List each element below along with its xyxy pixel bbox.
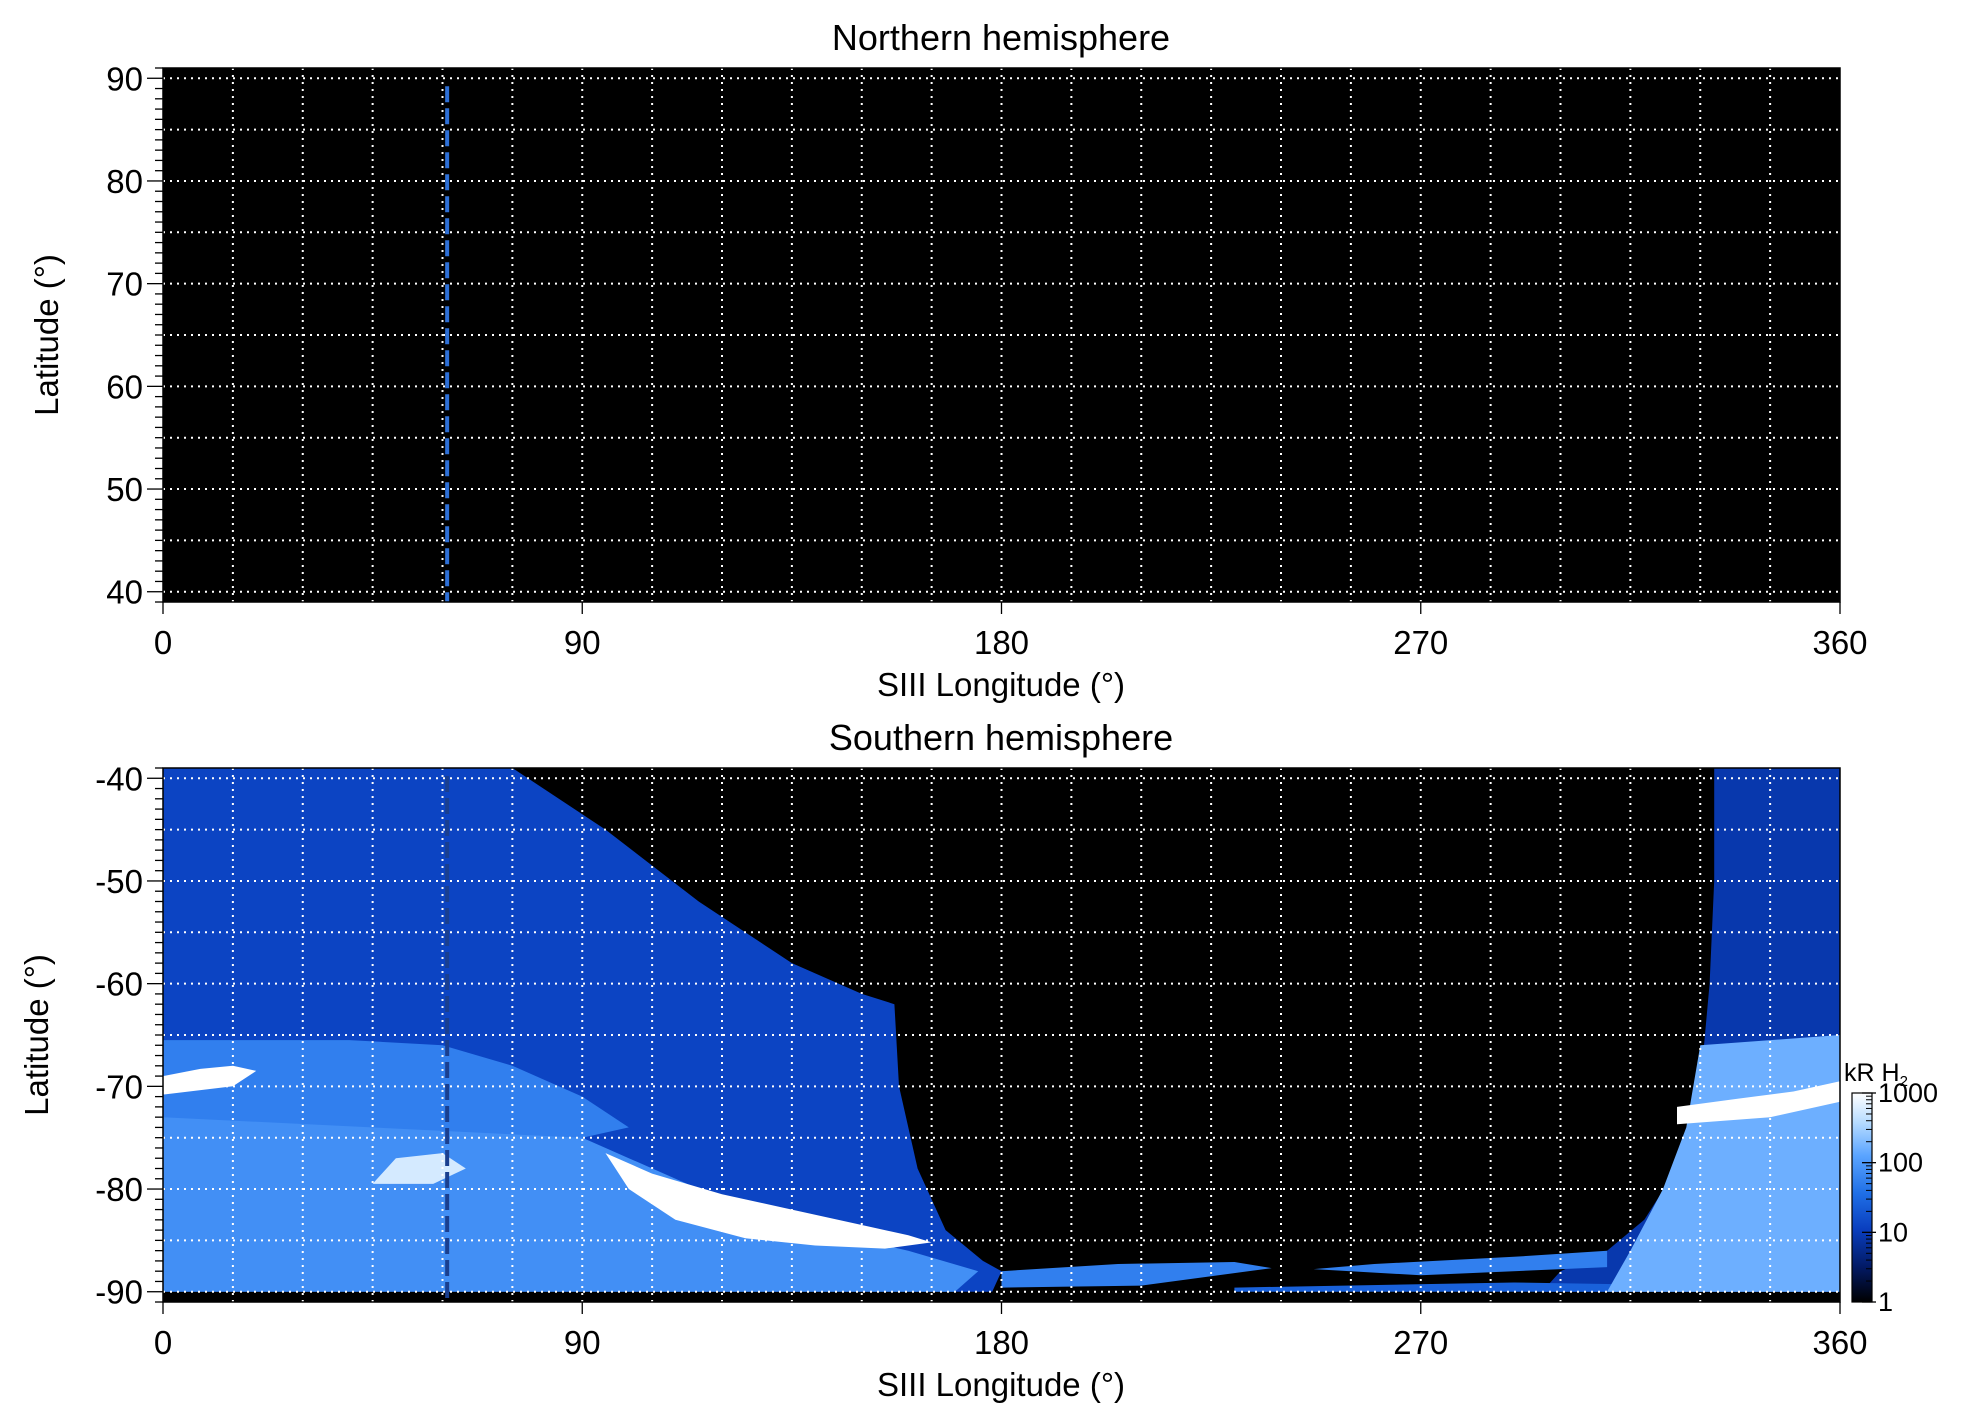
south-emission-floor xyxy=(1313,1250,1608,1276)
south-emission-peak xyxy=(163,1065,257,1095)
north-y-tick-label: 70 xyxy=(106,266,143,303)
colorbar-tick-label: 1 xyxy=(1878,1287,1893,1317)
south-x-tick-label: 360 xyxy=(1812,1324,1867,1361)
colorbar: kR H2 1 10 100 1000 xyxy=(1844,1059,1938,1317)
north-x-axis: 0 90 180 270 360 xyxy=(154,602,1868,661)
north-grid xyxy=(163,68,1840,602)
south-y-tick-label: -40 xyxy=(95,760,143,797)
colorbar-tick-label: 1000 xyxy=(1878,1078,1938,1108)
south-y-tick-label: -80 xyxy=(95,1171,143,1208)
south-y-axis-label: Latitude (°) xyxy=(18,954,55,1116)
north-x-tick-label: 90 xyxy=(564,624,601,661)
south-y-tick-label: -50 xyxy=(95,863,143,900)
colorbar-ticks: 1 10 100 1000 xyxy=(1862,1078,1938,1317)
south-x-tick-label: 180 xyxy=(974,1324,1029,1361)
north-y-tick-label: 90 xyxy=(106,60,143,97)
south-emission-bright xyxy=(163,1040,629,1138)
north-y-tick-label: 80 xyxy=(106,163,143,200)
colorbar-label-main: kR H xyxy=(1844,1059,1900,1087)
south-emission-peak xyxy=(605,1153,932,1249)
south-y-tick-label: -70 xyxy=(95,1068,143,1105)
south-emission-peak xyxy=(1677,1081,1840,1125)
north-y-tick-label: 50 xyxy=(106,471,143,508)
north-x-tick-label: 270 xyxy=(1393,624,1448,661)
north-x-tick-label: 180 xyxy=(974,624,1029,661)
north-panel: Northern hemisphere 40 50 60 70 80 90 0 90 180 2… xyxy=(28,17,1868,703)
south-emission-bright xyxy=(163,1096,979,1292)
colorbar-gradient xyxy=(1851,1092,1873,1303)
north-y-tick-label: 40 xyxy=(106,574,143,611)
south-y-tick-label: -60 xyxy=(95,966,143,1003)
colorbar-tick-label: 10 xyxy=(1878,1217,1908,1247)
south-x-tick-label: 270 xyxy=(1393,1324,1448,1361)
south-title: Southern hemisphere xyxy=(829,717,1173,758)
north-y-axis: 40 50 60 70 80 90 xyxy=(106,60,163,611)
south-x-axis: 0 90 180 270 360 xyxy=(154,1302,1868,1361)
south-y-tick-label: -90 xyxy=(95,1274,143,1311)
south-y-axis: -40 -50 -60 -70 -80 -90 xyxy=(95,760,163,1311)
south-x-axis-label: SIII Longitude (°) xyxy=(877,1366,1125,1403)
north-x-tick-label: 360 xyxy=(1812,624,1867,661)
colorbar-tick-label: 100 xyxy=(1878,1148,1923,1178)
north-y-tick-label: 60 xyxy=(106,368,143,405)
north-title: Northern hemisphere xyxy=(832,17,1170,58)
south-x-tick-label: 90 xyxy=(564,1324,601,1361)
south-panel: Southern hemisphere -40 -50 -60 -70 -80 -90 0… xyxy=(18,717,1868,1403)
north-y-axis-label: Latitude (°) xyxy=(28,254,65,416)
colorbar-label-subscript: 2 xyxy=(1900,1073,1908,1090)
colorbar-label: kR H2 xyxy=(1844,1059,1908,1090)
south-emission-floor xyxy=(1001,1262,1272,1288)
south-grid xyxy=(163,768,1840,1302)
north-x-tick-label: 0 xyxy=(154,624,172,661)
north-x-axis-label: SIII Longitude (°) xyxy=(877,666,1125,703)
south-x-tick-label: 0 xyxy=(154,1324,172,1361)
